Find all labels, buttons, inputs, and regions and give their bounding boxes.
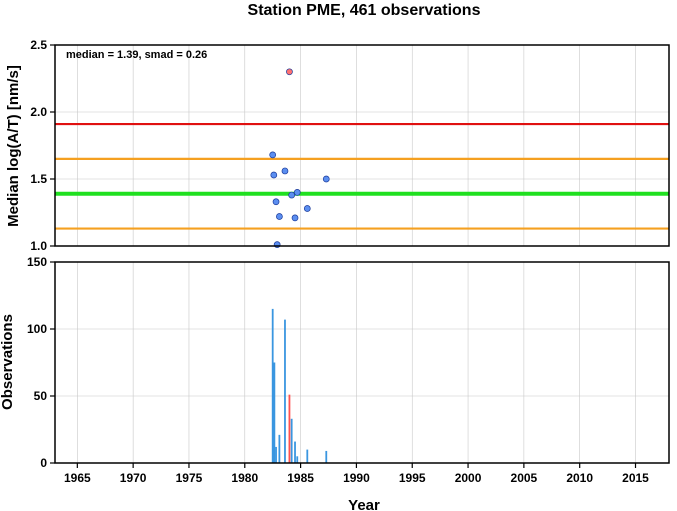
y-tick-label: 1.0: [30, 239, 47, 253]
y-tick-label: 1.5: [30, 172, 47, 186]
x-tick-label: 1985: [287, 471, 314, 485]
observations-panel: 0 50 100 150 1965 1970 1975 1980 1985 1990 1995 20…: [0, 255, 670, 511]
median-panel: 1.01.52.02.5 median = 1.39, smad = 0.26 …: [5, 38, 670, 253]
median-frame: [54, 44, 670, 247]
observation-bar: [284, 319, 286, 463]
observation-bar: [278, 434, 281, 463]
x-tick-label: 1970: [120, 471, 147, 485]
observation-bar: [306, 449, 309, 463]
median-y-axis-label: Median log(A/T) [nm/s]: [5, 65, 22, 227]
x-tick-label: 2000: [455, 471, 482, 485]
observations-frame: [54, 261, 670, 464]
observations-plot-area: [55, 262, 669, 463]
median-reference-lines: [55, 122, 669, 230]
scatter-point: [286, 68, 293, 76]
observation-bar: [273, 362, 276, 463]
y-tick-label: 0: [40, 456, 47, 470]
year-x-ticks: 1965 1970 1975 1980 1985 1990 1995 2000 2005 2010…: [64, 463, 649, 485]
observations-bars: [271, 308, 328, 463]
observation-bar: [271, 308, 274, 463]
scatter-point: [272, 198, 280, 206]
x-tick-label: 2010: [566, 471, 593, 485]
x-tick-label: 2015: [622, 471, 649, 485]
x-tick-label: 1995: [399, 471, 426, 485]
scatter-point: [291, 214, 299, 222]
scatter-point: [269, 151, 277, 159]
scatter-point: [322, 175, 330, 183]
observation-bar: [294, 441, 296, 463]
scatter-point: [276, 213, 283, 220]
stats-annotation: median = 1.39, smad = 0.26: [66, 49, 207, 61]
observations-y-ticks: 0 50 100 150: [27, 255, 55, 470]
x-tick-label: 1980: [231, 471, 258, 485]
x-tick-label: 1975: [176, 471, 203, 485]
observation-bar: [288, 394, 291, 463]
median-plot-area: [55, 45, 669, 246]
x-tick-label: 1990: [343, 471, 370, 485]
median-y-ticks: 1.0 1.5 2.0 2.5: [30, 38, 55, 253]
y-tick-label: 150: [27, 255, 47, 269]
scatter-point: [293, 189, 301, 196]
x-tick-label: 2005: [511, 471, 538, 485]
scatter-point: [288, 191, 296, 199]
y-tick-label: 50: [34, 389, 48, 403]
observation-bar: [290, 418, 293, 463]
y-tick-label: 2.5: [30, 38, 47, 52]
scatter-point: [273, 241, 281, 249]
y-tick-label: 2.0: [30, 105, 47, 119]
observation-bar: [275, 446, 277, 463]
scatter-point: [270, 171, 278, 179]
x-tick-label: 1965: [64, 471, 91, 485]
y-tick-label: 100: [27, 322, 47, 336]
observation-bar: [325, 450, 328, 463]
chart-title: Station PME, 461 observations: [248, 2, 481, 19]
observations-y-axis-label: Observations: [0, 314, 16, 410]
observation-bar: [296, 456, 299, 463]
year-x-axis-label: Year: [348, 497, 380, 511]
scatter-point: [303, 205, 311, 212]
scatter-point: [281, 167, 289, 175]
